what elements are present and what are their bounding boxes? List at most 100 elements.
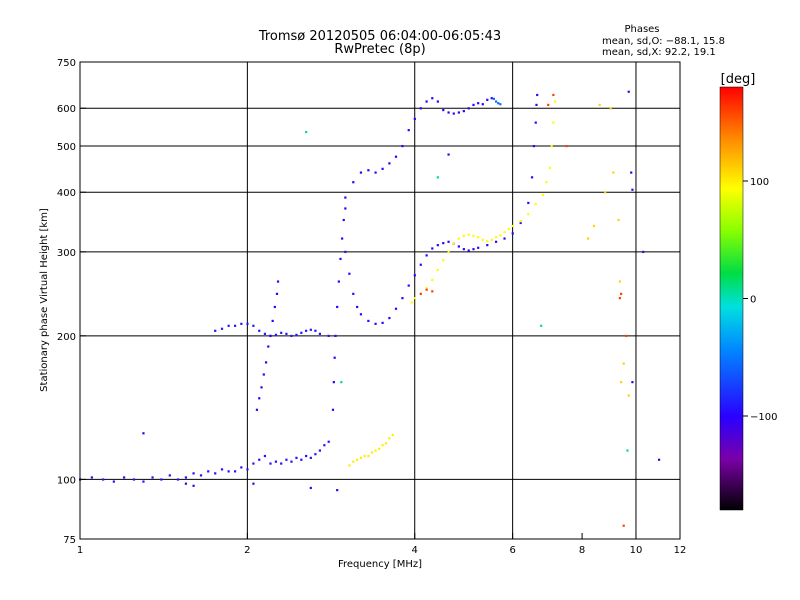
colorbar-gradient <box>720 87 743 510</box>
data-point <box>490 97 493 100</box>
data-point <box>425 254 428 257</box>
data-point <box>352 460 355 463</box>
data-point <box>331 408 335 411</box>
data-point <box>547 103 550 107</box>
data-point <box>192 472 195 475</box>
data-point <box>192 484 195 487</box>
data-point <box>431 290 434 293</box>
data-point <box>142 432 145 435</box>
data-point <box>657 458 661 461</box>
data-point <box>132 478 136 481</box>
data-point <box>263 332 267 335</box>
data-point <box>626 449 629 452</box>
data-point <box>548 166 552 170</box>
data-point <box>511 224 514 228</box>
phases-line-o: mean, sd,O: −88.1, 15.8 <box>602 36 725 47</box>
data-point <box>419 292 422 295</box>
data-point <box>314 453 317 456</box>
data-point <box>295 456 298 459</box>
x-tick-label: 2 <box>244 545 250 556</box>
data-point <box>305 454 308 458</box>
data-point <box>410 301 413 304</box>
data-point <box>565 144 568 148</box>
chart-subtitle: RwPretec (8p) <box>334 42 425 57</box>
data-point <box>388 316 391 320</box>
data-point <box>627 90 630 93</box>
data-point <box>199 474 203 477</box>
data-point <box>214 329 217 332</box>
data-point <box>490 238 493 241</box>
data-point <box>276 280 280 283</box>
data-point <box>394 155 398 158</box>
data-point <box>285 332 288 335</box>
data-point <box>604 191 607 194</box>
data-point <box>540 324 543 327</box>
colorbar: [deg] 100 0 −100 <box>719 72 777 511</box>
data-point <box>431 247 434 250</box>
data-point <box>305 329 308 332</box>
data-point <box>340 381 343 384</box>
x-tick-label: 10 <box>630 545 643 556</box>
data-point <box>413 117 416 121</box>
x-tick-label: 8 <box>579 545 585 556</box>
y-tick-label: 200 <box>57 332 76 343</box>
data-point <box>309 486 312 490</box>
data-point <box>267 345 270 348</box>
data-point <box>499 234 502 237</box>
data-point <box>631 188 634 191</box>
y-tick-label: 600 <box>57 104 76 115</box>
data-point <box>271 319 274 323</box>
data-point <box>318 449 322 452</box>
data-point <box>280 331 283 334</box>
colorbar-tick-label: 0 <box>750 295 756 306</box>
data-point <box>481 103 484 106</box>
data-point <box>327 440 330 443</box>
data-point <box>625 334 628 338</box>
data-point <box>123 476 126 479</box>
data-point <box>327 334 330 338</box>
data-point <box>630 171 633 174</box>
chart-title: Tromsø 20120505 06:04:00-06:05:43 <box>258 29 501 44</box>
data-point <box>497 102 500 105</box>
data-point <box>90 476 93 479</box>
data-point <box>401 297 404 300</box>
data-point <box>260 386 263 389</box>
data-point <box>367 454 370 458</box>
data-point <box>252 462 255 465</box>
data-point <box>407 284 410 287</box>
data-point <box>587 237 590 240</box>
data-point <box>503 231 506 234</box>
data-point <box>262 373 265 376</box>
data-point <box>356 305 359 309</box>
data-point <box>394 307 398 310</box>
data-point <box>220 327 224 330</box>
data-point <box>269 334 272 338</box>
data-point <box>553 100 557 103</box>
data-point <box>622 362 625 365</box>
data-point <box>381 444 384 447</box>
data-point <box>631 381 634 384</box>
data-point <box>467 107 470 110</box>
data-point <box>246 322 249 325</box>
data-point <box>431 278 434 282</box>
data-point <box>462 110 465 113</box>
data-point <box>419 263 422 266</box>
data-point <box>359 171 363 174</box>
data-point <box>419 107 422 110</box>
data-point <box>550 144 553 148</box>
data-point <box>499 103 502 106</box>
data-point <box>462 248 465 251</box>
data-point <box>176 478 180 481</box>
data-point <box>457 245 460 248</box>
data-point <box>102 478 105 481</box>
data-point <box>442 242 445 245</box>
phases-line-x: mean, sd,X: 92.2, 19.1 <box>602 47 716 58</box>
data-point <box>285 458 288 461</box>
data-point <box>252 482 255 485</box>
data-point <box>413 297 416 300</box>
data-point <box>481 238 484 241</box>
data-point <box>359 456 363 459</box>
x-tick-label: 6 <box>509 545 515 556</box>
data-point <box>620 381 623 384</box>
